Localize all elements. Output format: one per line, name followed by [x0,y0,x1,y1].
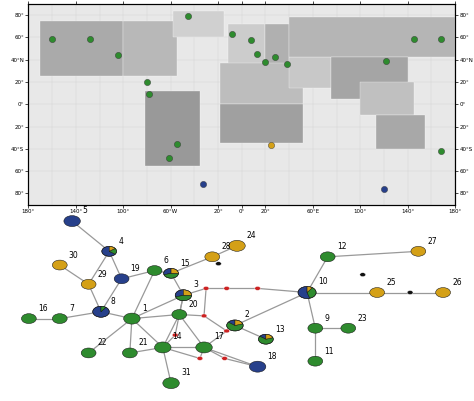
Wedge shape [175,290,183,297]
Wedge shape [266,334,273,339]
Wedge shape [258,336,273,344]
Wedge shape [298,286,310,299]
Circle shape [205,252,219,262]
Polygon shape [40,21,123,77]
Circle shape [407,291,413,294]
Circle shape [172,310,187,320]
Text: 15: 15 [180,259,190,268]
Circle shape [360,273,365,277]
Circle shape [172,333,178,337]
Wedge shape [93,306,109,317]
Circle shape [411,246,426,256]
Circle shape [124,313,140,324]
Circle shape [114,274,129,284]
Text: 14: 14 [173,332,182,341]
Circle shape [155,342,171,353]
Wedge shape [164,268,171,275]
Text: 23: 23 [357,314,367,323]
Circle shape [81,348,96,358]
Text: 25: 25 [386,278,396,287]
Text: 24: 24 [247,231,256,240]
Circle shape [436,288,450,298]
Polygon shape [123,21,176,77]
Wedge shape [235,320,243,326]
Text: 13: 13 [275,325,284,334]
Text: 8: 8 [111,297,116,306]
Text: 16: 16 [38,304,47,313]
Circle shape [201,314,207,318]
Polygon shape [220,63,303,104]
Polygon shape [220,104,303,143]
Text: 3: 3 [193,280,198,289]
Text: 30: 30 [69,251,79,259]
Circle shape [122,348,137,358]
Text: 5: 5 [82,206,87,215]
Circle shape [320,252,335,262]
Text: 7: 7 [69,304,74,313]
Circle shape [64,216,81,227]
Polygon shape [330,57,408,99]
Circle shape [21,314,36,324]
Wedge shape [101,306,106,312]
Text: 31: 31 [181,368,191,377]
Polygon shape [360,82,413,115]
Polygon shape [289,57,330,87]
Circle shape [52,314,67,324]
Text: 17: 17 [214,332,224,341]
Circle shape [52,260,67,270]
Wedge shape [260,334,266,339]
Wedge shape [307,288,316,298]
Wedge shape [164,273,179,278]
Text: 27: 27 [428,237,437,246]
Text: 22: 22 [98,338,107,347]
Wedge shape [109,248,117,254]
Polygon shape [375,115,425,149]
Polygon shape [228,24,265,65]
Wedge shape [307,286,312,292]
Circle shape [229,240,245,251]
Wedge shape [171,268,179,273]
Circle shape [197,356,203,360]
Text: 18: 18 [267,352,277,360]
Text: 1: 1 [142,304,146,312]
Wedge shape [109,246,115,251]
Circle shape [81,279,96,289]
Circle shape [308,323,323,333]
Text: 19: 19 [131,264,140,273]
Wedge shape [227,322,243,331]
Text: 6: 6 [164,256,169,265]
Circle shape [147,265,162,275]
Text: 20: 20 [188,300,198,309]
Text: 2: 2 [245,310,250,320]
Text: 29: 29 [98,270,107,279]
Circle shape [203,286,209,290]
Polygon shape [173,11,224,37]
Circle shape [216,262,221,265]
Circle shape [249,361,266,372]
Circle shape [224,286,229,290]
Circle shape [163,378,179,389]
Text: 12: 12 [337,242,346,251]
Circle shape [224,329,229,333]
Wedge shape [102,246,115,256]
Wedge shape [228,320,235,326]
Circle shape [222,356,228,360]
Circle shape [196,342,212,353]
Text: 21: 21 [139,338,148,347]
Polygon shape [265,24,289,65]
Text: 11: 11 [324,347,334,356]
Text: 10: 10 [318,277,328,286]
Circle shape [255,286,261,290]
Circle shape [341,323,356,333]
Circle shape [308,356,323,366]
Text: 28: 28 [221,242,231,251]
Wedge shape [175,295,191,301]
Circle shape [370,288,384,298]
Polygon shape [289,17,455,57]
Text: 9: 9 [324,314,329,323]
Wedge shape [183,290,191,295]
Text: 26: 26 [452,278,462,287]
Polygon shape [145,91,200,166]
Text: 4: 4 [118,237,123,246]
